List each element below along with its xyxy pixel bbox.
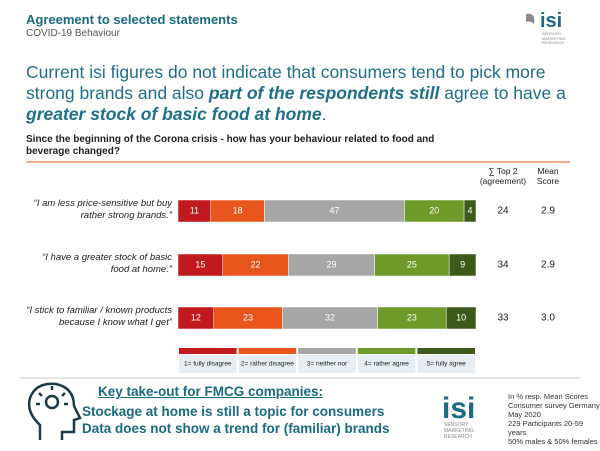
note: 229 Participants 20-59 years [508,419,584,437]
bar-value: 11 [190,205,199,215]
logo-sub: SENSORY MARKETING RESEARCH [444,422,474,440]
bar-value: 15 [195,259,205,269]
headline: Current isi figures do not indicate that… [26,62,581,125]
note: In % resp. Mean Scores [508,392,589,401]
subtitle: COVID-19 Behaviour [26,28,120,39]
bar-segment [445,306,477,330]
bar-value: 4 [468,205,473,215]
bar-value: 20 [429,205,439,215]
logo-line: MARKETING [444,428,474,434]
top2-value: 34 [497,260,509,271]
bar-segment [448,253,477,277]
category-label: “I have a greater stock of basic food at… [42,252,172,275]
bar-value: 18 [233,205,243,215]
bar-segment [463,199,477,223]
legend-swatch [238,348,297,354]
idea-icon [27,382,82,440]
mean-value: 2.9 [541,206,555,217]
logo-text: isi [540,10,563,32]
logo-line: SENSORY [542,31,562,36]
logo-mark [526,13,535,24]
note: May 2020 [508,410,541,419]
bar-value: 23 [243,312,253,322]
legend-cell [238,355,297,373]
bar-value: 47 [329,205,339,215]
logo-line: RESEARCH [542,40,565,45]
legend-cell [298,355,356,373]
mean-header: Mean Score [536,166,560,186]
logo-text: isi [442,392,476,425]
legend-label: 4= rather agree [364,361,409,368]
bar-value: 22 [250,259,260,269]
takeout-lines: Stockage at home is still a topic for co… [82,403,390,437]
takeout-line: Stockage at home is still a topic for co… [82,404,385,419]
bulb-rays [36,386,68,406]
takeout-title: Key take-out for FMCG companies: [98,384,324,399]
head-outline [27,382,82,440]
notes: In % resp. Mean Scores Consumer survey Ge… [508,392,600,446]
question: Since the beginning of the Corona crisis… [26,134,435,157]
logo-head [526,13,535,24]
note: 50% males & 50% females [508,437,598,446]
headline-part: . [321,104,327,124]
top2-value: 33 [497,313,509,324]
bar-value: 9 [460,259,465,269]
legend-cell [357,355,416,373]
mean-value: 3.0 [541,313,555,324]
top2-header: ∑ Top 2 (agreement) [479,166,527,186]
legend-swatch [417,348,475,354]
mean-value: 2.9 [541,260,555,271]
bar-value: 23 [407,312,417,322]
headline-part: greater stock of basic food at home [26,104,322,124]
bar-value: 10 [456,312,466,322]
note: Consumer survey Germany [508,401,600,410]
category-label: “I am less price-sensitive but buy rathe… [33,198,172,221]
top2-value: 24 [497,206,509,217]
legend-label: 5= fully agree [427,361,467,368]
takeout-line: Data does not show a trend for (familiar… [82,421,390,436]
legend-swatch [357,348,416,354]
headline-part: part of the respondents still [208,83,440,103]
legend-label: 3= neither nor [307,361,348,368]
logo-line: MARKETING [542,35,566,41]
legend-swatch [298,348,356,354]
bulb [44,394,60,410]
legend-cell [179,355,237,373]
bar-value: 29 [326,259,336,269]
logo: isi SENSORY MARKETING RESEARCH [524,10,584,51]
legend-swatch [179,348,237,354]
headline-part: agree to have a [439,83,566,103]
logo-line: RESEARCH [444,434,472,440]
bar-value: 32 [325,312,335,322]
headline-part: Current isi figures do not indicate that… [26,62,546,103]
logo-sub: SENSORY MARKETING RESEARCH [542,31,566,46]
title: Agreement to selected statements [26,12,238,27]
bar-value: 25 [407,259,417,269]
legend-label: 2= rather disagree [241,361,294,368]
legend-cell [417,355,475,373]
legend-label: 1= fully disagree [184,361,232,368]
category-label: “I stick to familiar / known products be… [26,305,172,328]
bar-value: 12 [191,312,201,322]
logo-line: SENSORY [444,422,469,428]
